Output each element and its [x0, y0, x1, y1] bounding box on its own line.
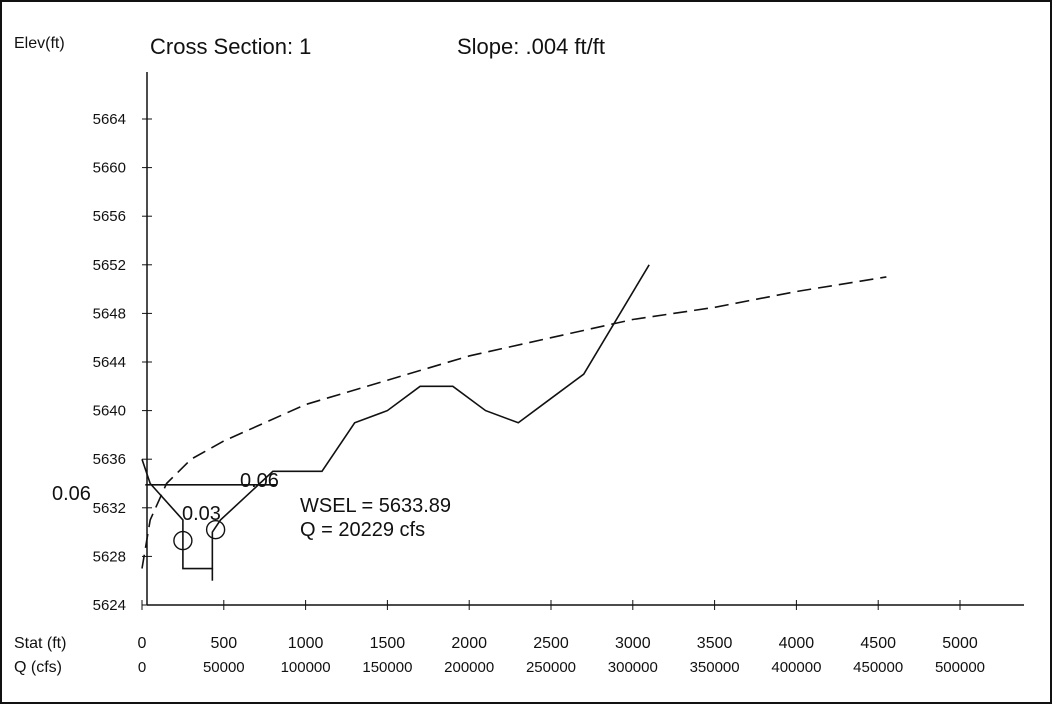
y-tick-label: 5624 — [93, 597, 126, 614]
chart-title: Cross Section: 1 — [150, 34, 311, 59]
x-tick-label: 5000 — [942, 635, 978, 652]
cross-section-line — [141, 264, 650, 570]
x-tick-label: 1500 — [370, 635, 406, 652]
q-tick-label: 350000 — [690, 659, 740, 676]
x-axis-label: Stat (ft) — [14, 635, 66, 652]
n-value-left: 0.06 — [52, 483, 91, 505]
q-tick-label: 450000 — [853, 659, 903, 676]
y-tick-label: 5652 — [93, 257, 126, 274]
n-value-channel: 0.03 — [182, 503, 221, 525]
left-bank-marker — [173, 530, 193, 551]
x-tick-label: 3000 — [615, 635, 651, 652]
q-tick-label: 0 — [138, 659, 146, 676]
q-tick-label: 250000 — [526, 659, 576, 676]
y-tick-label: 5632 — [93, 500, 126, 517]
slope-label: Slope: .004 ft/ft — [457, 34, 605, 59]
y-tick-label: 5628 — [93, 548, 126, 565]
x-tick-label: 2000 — [451, 635, 487, 652]
y-tick-label: 5648 — [93, 305, 126, 322]
q-tick-label: 200000 — [444, 659, 494, 676]
x-tick-label: 1000 — [288, 635, 324, 652]
y-tick-label: 5640 — [93, 403, 126, 420]
x-tick-label: 4500 — [860, 635, 896, 652]
q-tick-label: 50000 — [203, 659, 245, 676]
y-tick-label: 5656 — [93, 208, 126, 225]
right-bank-marker — [205, 519, 226, 540]
y-tick-label: 5660 — [93, 160, 126, 177]
x-tick-label: 500 — [210, 635, 237, 652]
y-tick-label: 5644 — [93, 354, 126, 371]
n-value-right: 0.06 — [240, 470, 279, 492]
q-axis-label: Q (cfs) — [14, 659, 62, 676]
x-tick-label: 3500 — [697, 635, 733, 652]
wsel-label: WSEL = 5633.89 — [300, 495, 451, 517]
x-tick-label: 2500 — [533, 635, 569, 652]
y-tick-label: 5664 — [93, 111, 126, 128]
q-tick-label: 100000 — [281, 659, 331, 676]
q-tick-label: 300000 — [608, 659, 658, 676]
rating-curve-line — [141, 276, 887, 569]
discharge-label: Q = 20229 cfs — [300, 519, 425, 541]
q-tick-label: 500000 — [935, 659, 985, 676]
q-tick-label: 400000 — [771, 659, 821, 676]
x-tick-label: 4000 — [779, 635, 815, 652]
y-tick-label: 5636 — [93, 451, 126, 468]
x-tick-label: 0 — [138, 635, 147, 652]
q-tick-label: 150000 — [362, 659, 412, 676]
y-axis-label: Elev(ft) — [14, 35, 65, 52]
